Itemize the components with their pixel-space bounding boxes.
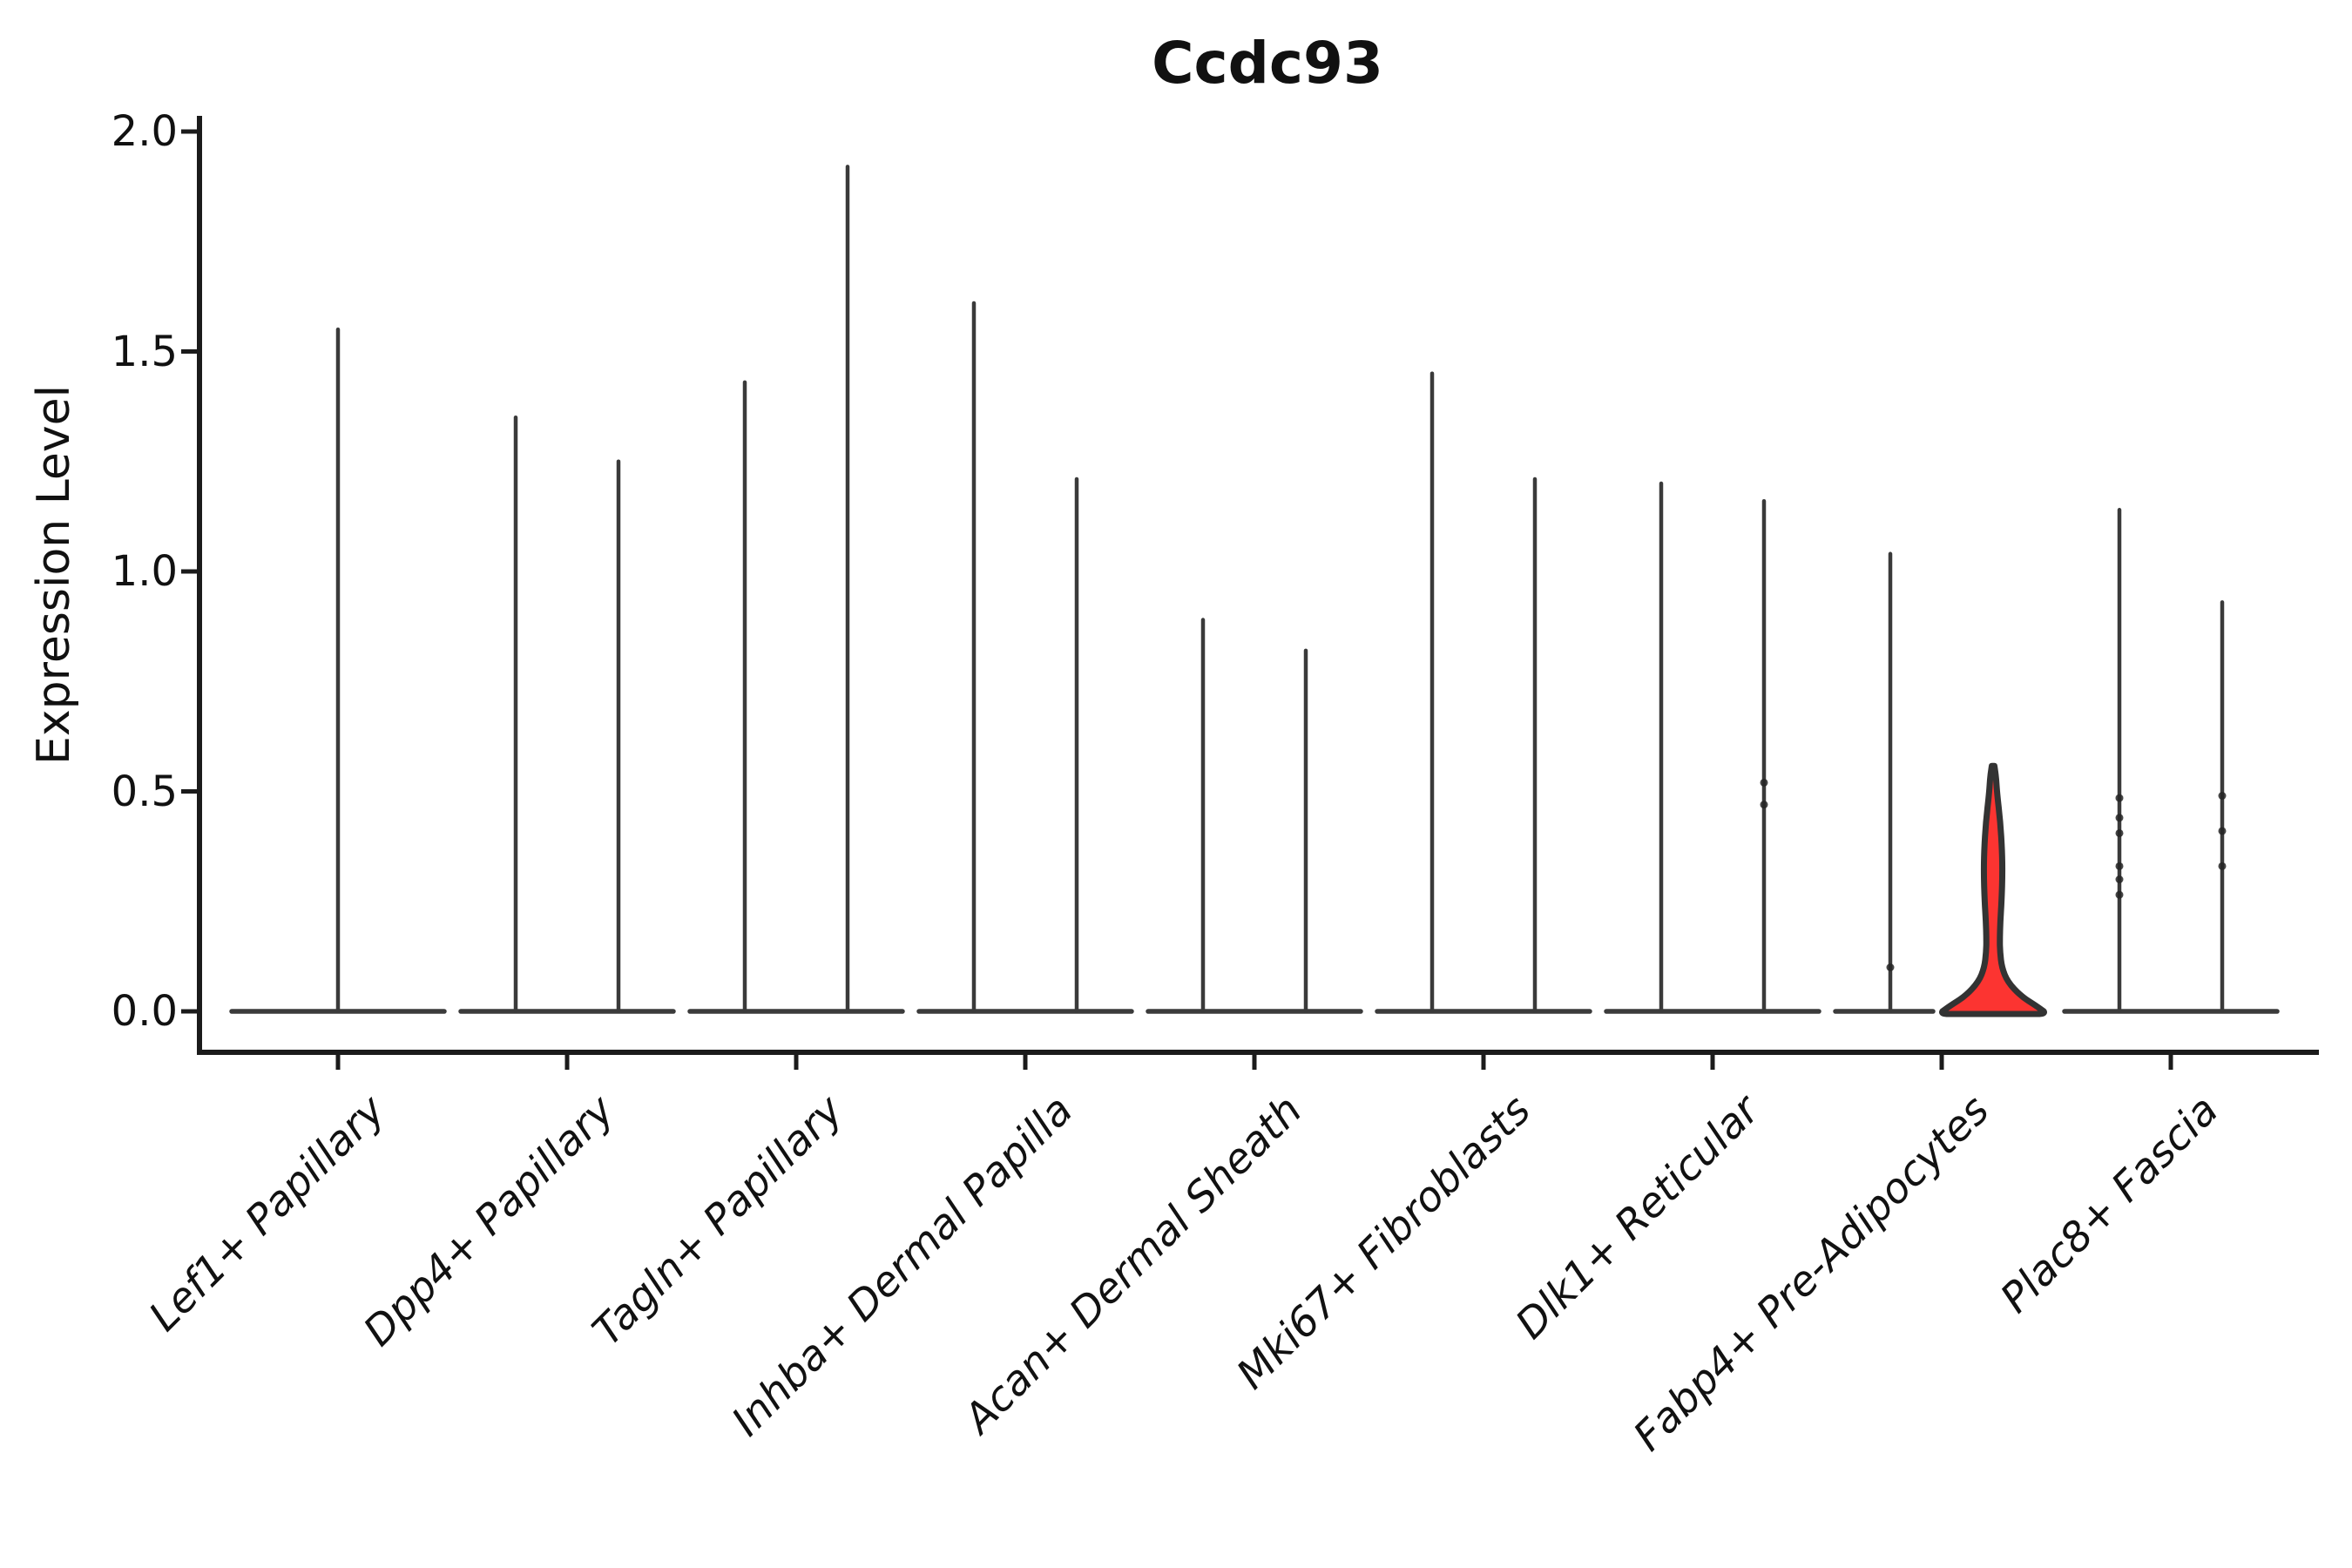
chart-title: Ccdc93 xyxy=(1152,30,1383,97)
highlighted-violin-fabp4-pre-adipocytes xyxy=(1939,762,2047,1017)
y-tick-label: 1.5 xyxy=(111,327,178,376)
cell-dot xyxy=(2218,792,2227,801)
cell-dot xyxy=(2115,875,2124,883)
cell-dot xyxy=(2115,794,2124,802)
cell-dot xyxy=(2115,890,2124,899)
cell-dot xyxy=(2218,827,2227,835)
y-tick-label: 2.0 xyxy=(111,107,178,156)
cell-dot xyxy=(1760,778,1768,787)
cell-dot xyxy=(1760,801,1768,809)
cell-dot xyxy=(1886,963,1895,971)
y-tick-label: 1.0 xyxy=(111,547,178,596)
cell-dot xyxy=(2115,814,2124,822)
y-tick-label: 0.0 xyxy=(111,987,178,1036)
cell-dot xyxy=(2115,862,2124,870)
cell-dot xyxy=(2115,828,2124,837)
y-tick-label: 0.5 xyxy=(111,767,178,816)
cell-dot xyxy=(2218,862,2227,870)
